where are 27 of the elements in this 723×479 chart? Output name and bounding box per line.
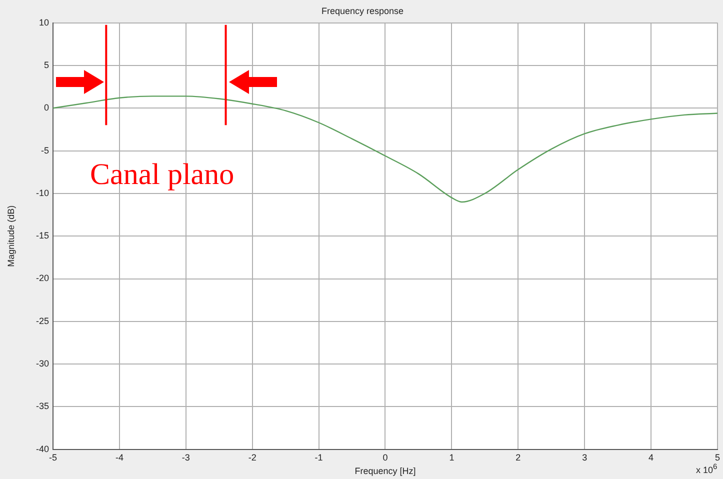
x-axis-title: Frequency [Hz] <box>354 466 416 476</box>
x-tick-label: 2 <box>516 452 521 462</box>
x-tick-label: 3 <box>582 452 588 462</box>
x-tick-label: 1 <box>449 452 454 462</box>
x-tick-label: -2 <box>248 452 256 462</box>
y-tick-label: 10 <box>38 17 49 28</box>
y-tick-label: -30 <box>36 358 49 369</box>
chart-title: Frequency response <box>321 6 404 16</box>
x-tick-label: 4 <box>648 452 654 462</box>
x-tick-label: -4 <box>115 452 124 462</box>
line-series <box>53 96 718 203</box>
y-tick-label: -35 <box>36 401 49 412</box>
x-tick-label: -1 <box>314 452 323 462</box>
y-tick-label: 5 <box>44 60 49 70</box>
y-tick-label: -10 <box>36 188 49 198</box>
x-tick-label: 0 <box>382 452 388 462</box>
text: x 10$^{6}$ <box>696 462 718 475</box>
y-tick-label: -20 <box>36 273 49 284</box>
annotation: Canal plano <box>90 158 234 192</box>
y-axis-title: Magnitude (dB) <box>6 205 16 267</box>
y-tick-label: -40 <box>36 444 49 454</box>
x-tick-label: -3 <box>182 452 190 462</box>
y-tick-label: -15 <box>36 230 49 241</box>
y-tick-label: -5 <box>40 145 49 156</box>
x-tick-label: 5 <box>714 452 720 462</box>
y-tick-label: 0 <box>44 102 49 113</box>
y-tick-label: -25 <box>36 316 49 326</box>
